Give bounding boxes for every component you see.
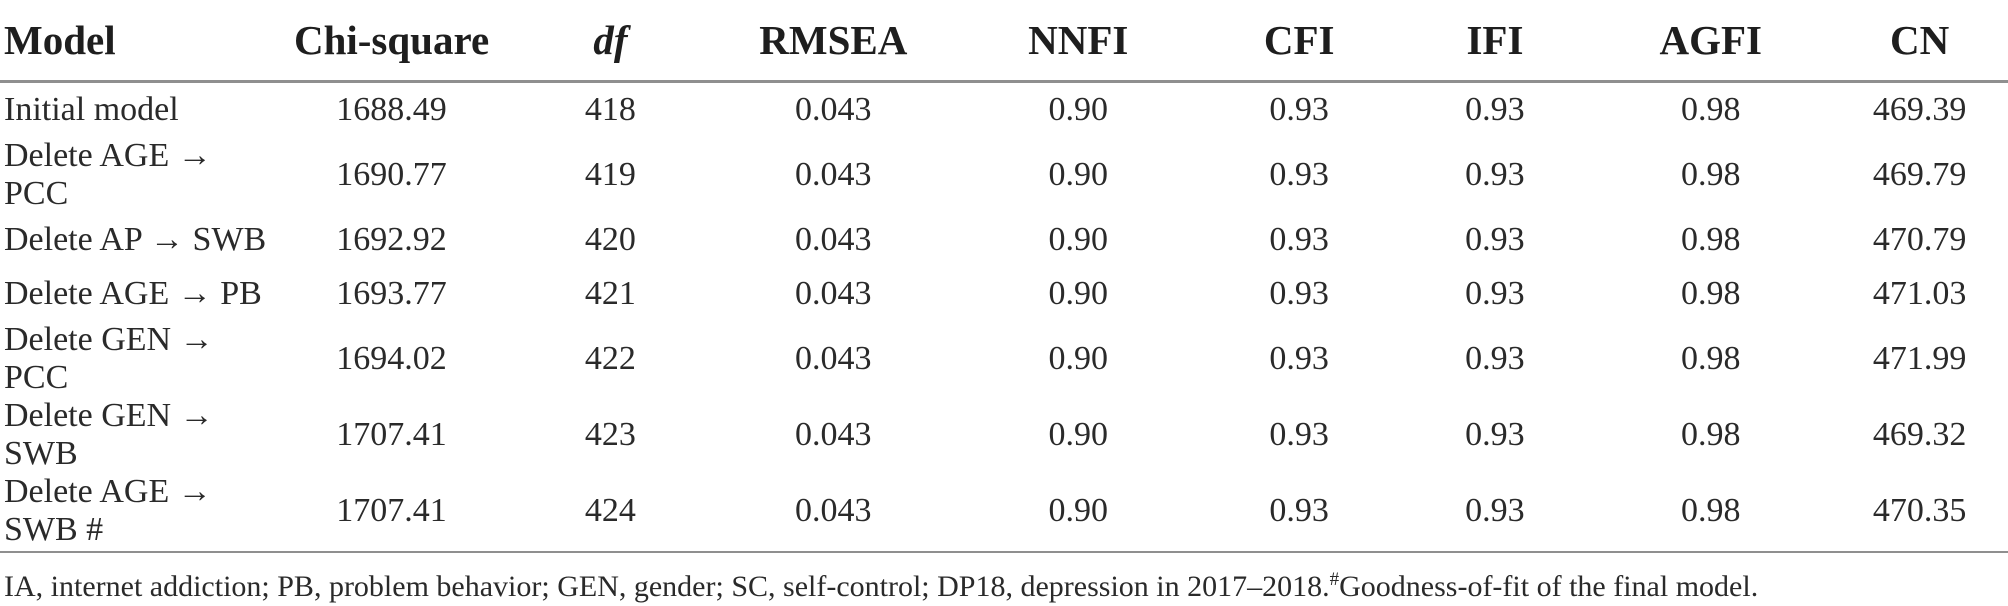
cell-cn: 471.03 [1872, 275, 1967, 312]
cell-chi_square: 1688.49 [336, 91, 447, 128]
cell-df: 419 [584, 156, 636, 193]
cell-cfi: 0.93 [1269, 492, 1329, 529]
cell-ifi: 0.93 [1465, 91, 1525, 128]
model-fit-table: Model Chi-square df RMSEA NNFI CFI IFI A… [0, 0, 2008, 550]
cell-nnfi: 0.90 [1048, 275, 1109, 312]
column-header-cfi: CFI [1198, 0, 1400, 83]
column-header-ifi: IFI [1399, 0, 1591, 83]
cell-nnfi: 0.90 [1048, 340, 1109, 377]
cell-agfi: 0.98 [1681, 221, 1741, 258]
cell-nnfi: 0.90 [1048, 492, 1109, 529]
cell-cfi: 0.93 [1269, 156, 1329, 193]
cell-model: Delete AP → SWB [4, 221, 267, 258]
table-row: Initial model 1688.49 418 0.043 0.90 0.93 0.93… [0, 82, 2008, 138]
cell-cn: 469.39 [1872, 91, 1967, 128]
cell-rmsea: 0.043 [795, 340, 872, 377]
cell-df: 423 [584, 416, 636, 453]
header-row: Model Chi-square df RMSEA NNFI CFI IFI A… [0, 0, 2008, 83]
cell-cn: 470.79 [1872, 221, 1967, 258]
column-header-rmsea: RMSEA [708, 0, 958, 83]
column-header-chi-square: Chi-square [271, 0, 513, 83]
column-header-cn: CN [1831, 0, 2008, 83]
column-header-agfi: AGFI [1590, 0, 1832, 83]
cell-rmsea: 0.043 [795, 221, 872, 258]
cell-ifi: 0.93 [1465, 340, 1525, 377]
table-row: Delete AP → SWB 1692.92 420 0.043 0.90 0.93 0.… [0, 213, 2008, 267]
cell-chi_square: 1693.77 [336, 275, 447, 312]
table-row: Delete AGE → PCC 1690.77 419 0.043 0.90 0.93 0… [0, 137, 2008, 213]
cell-agfi: 0.98 [1681, 275, 1741, 312]
cell-agfi: 0.98 [1681, 416, 1741, 453]
table-row: Delete GEN → PCC 1694.02 422 0.043 0.90 0.93 0… [0, 321, 2008, 397]
table-body: Initial model 1688.49 418 0.043 0.90 0.93 0.93… [0, 82, 2008, 550]
cell-agfi: 0.98 [1681, 492, 1741, 529]
table-row: Delete GEN → SWB 1707.41 423 0.043 0.90 0.93 0… [0, 397, 2008, 473]
cell-cfi: 0.93 [1269, 416, 1329, 453]
cell-chi_square: 1707.41 [336, 492, 447, 529]
cell-nnfi: 0.90 [1048, 416, 1109, 453]
cell-chi_square: 1694.02 [336, 340, 447, 377]
cell-df: 421 [584, 275, 636, 312]
cell-model: Delete GEN → PCC [4, 321, 214, 396]
cell-agfi: 0.98 [1681, 156, 1741, 193]
cell-ifi: 0.93 [1465, 221, 1525, 258]
column-header-model: Model [0, 0, 272, 83]
column-header-df: df [512, 0, 709, 83]
cell-model: Initial model [4, 91, 179, 128]
cell-model: Delete AGE → PB [4, 275, 262, 312]
cell-rmsea: 0.043 [795, 156, 872, 193]
cell-chi_square: 1690.77 [336, 156, 447, 193]
cell-rmsea: 0.043 [795, 91, 872, 128]
cell-nnfi: 0.90 [1048, 156, 1109, 193]
column-header-nnfi: NNFI [957, 0, 1199, 83]
cell-cfi: 0.93 [1269, 221, 1329, 258]
cell-model: Delete AGE → PCC [4, 137, 212, 212]
cell-chi_square: 1707.41 [336, 416, 447, 453]
footnote-note: Goodness-of-fit of the final model. [1339, 570, 1759, 603]
cell-cn: 469.79 [1872, 156, 1967, 193]
cell-cfi: 0.93 [1269, 275, 1329, 312]
cell-cn: 471.99 [1872, 340, 1967, 377]
footnote-marker: # [1329, 569, 1340, 590]
cell-model: Delete GEN → SWB [4, 397, 214, 472]
cell-nnfi: 0.90 [1048, 221, 1109, 258]
cell-nnfi: 0.90 [1048, 91, 1109, 128]
table-row: Delete AGE → SWB # 1707.41 424 0.043 0.90 0.9… [0, 473, 2008, 549]
cell-rmsea: 0.043 [795, 275, 872, 312]
cell-cfi: 0.93 [1269, 91, 1329, 128]
cell-rmsea: 0.043 [795, 416, 872, 453]
cell-ifi: 0.93 [1465, 416, 1525, 453]
table-footnote: IA, internet addiction; PB, problem beha… [0, 551, 2008, 606]
cell-agfi: 0.98 [1681, 91, 1741, 128]
cell-rmsea: 0.043 [795, 492, 872, 529]
cell-cn: 470.35 [1872, 492, 1967, 529]
cell-df: 418 [584, 91, 636, 128]
cell-model: Delete AGE → SWB # [4, 473, 212, 548]
cell-df: 422 [584, 340, 636, 377]
cell-chi_square: 1692.92 [336, 221, 447, 258]
cell-df: 424 [584, 492, 636, 529]
cell-cfi: 0.93 [1269, 340, 1329, 377]
table-row: Delete AGE → PB 1693.77 421 0.043 0.90 0.93 0.… [0, 267, 2008, 321]
cell-agfi: 0.98 [1681, 340, 1741, 377]
footnote-abbreviations: IA, internet addiction; PB, problem beha… [4, 570, 1330, 603]
cell-ifi: 0.93 [1465, 156, 1525, 193]
cell-cn: 469.32 [1872, 416, 1967, 453]
cell-df: 420 [584, 221, 636, 258]
cell-ifi: 0.93 [1465, 275, 1525, 312]
cell-ifi: 0.93 [1465, 492, 1525, 529]
